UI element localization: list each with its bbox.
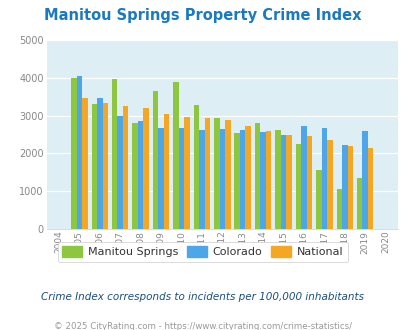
Bar	[213, 118, 219, 229]
Bar	[356, 178, 362, 229]
Bar	[132, 123, 138, 229]
Text: Crime Index corresponds to incidents per 100,000 inhabitants: Crime Index corresponds to incidents per…	[41, 292, 364, 302]
Bar	[295, 144, 301, 229]
Bar	[91, 104, 97, 229]
Bar	[362, 131, 367, 229]
Text: Manitou Springs Property Crime Index: Manitou Springs Property Crime Index	[44, 8, 361, 23]
Bar	[82, 98, 87, 229]
Bar	[112, 80, 117, 229]
Bar	[341, 145, 347, 229]
Bar	[163, 114, 169, 229]
Bar	[336, 189, 341, 229]
Bar	[239, 130, 245, 229]
Bar	[193, 105, 198, 229]
Bar	[219, 129, 224, 229]
Bar	[204, 118, 210, 229]
Bar	[306, 136, 311, 229]
Bar	[77, 76, 82, 229]
Bar	[265, 131, 271, 229]
Bar	[367, 148, 373, 229]
Legend: Manitou Springs, Colorado, National: Manitou Springs, Colorado, National	[58, 242, 347, 262]
Bar	[173, 82, 178, 229]
Bar	[152, 91, 158, 229]
Bar	[347, 146, 352, 229]
Bar	[275, 130, 280, 229]
Bar	[71, 78, 77, 229]
Bar	[178, 128, 184, 229]
Bar	[97, 98, 102, 229]
Bar	[198, 130, 204, 229]
Bar	[286, 135, 291, 229]
Bar	[224, 120, 230, 229]
Text: © 2025 CityRating.com - https://www.cityrating.com/crime-statistics/: © 2025 CityRating.com - https://www.city…	[54, 322, 351, 330]
Bar	[158, 128, 163, 229]
Bar	[184, 117, 189, 229]
Bar	[138, 121, 143, 229]
Bar	[280, 135, 286, 229]
Bar	[326, 140, 332, 229]
Bar	[301, 126, 306, 229]
Bar	[117, 115, 123, 229]
Bar	[123, 106, 128, 229]
Bar	[260, 132, 265, 229]
Bar	[254, 123, 260, 229]
Bar	[315, 170, 321, 229]
Bar	[234, 133, 239, 229]
Bar	[245, 126, 250, 229]
Bar	[321, 128, 326, 229]
Bar	[102, 103, 108, 229]
Bar	[143, 108, 149, 229]
